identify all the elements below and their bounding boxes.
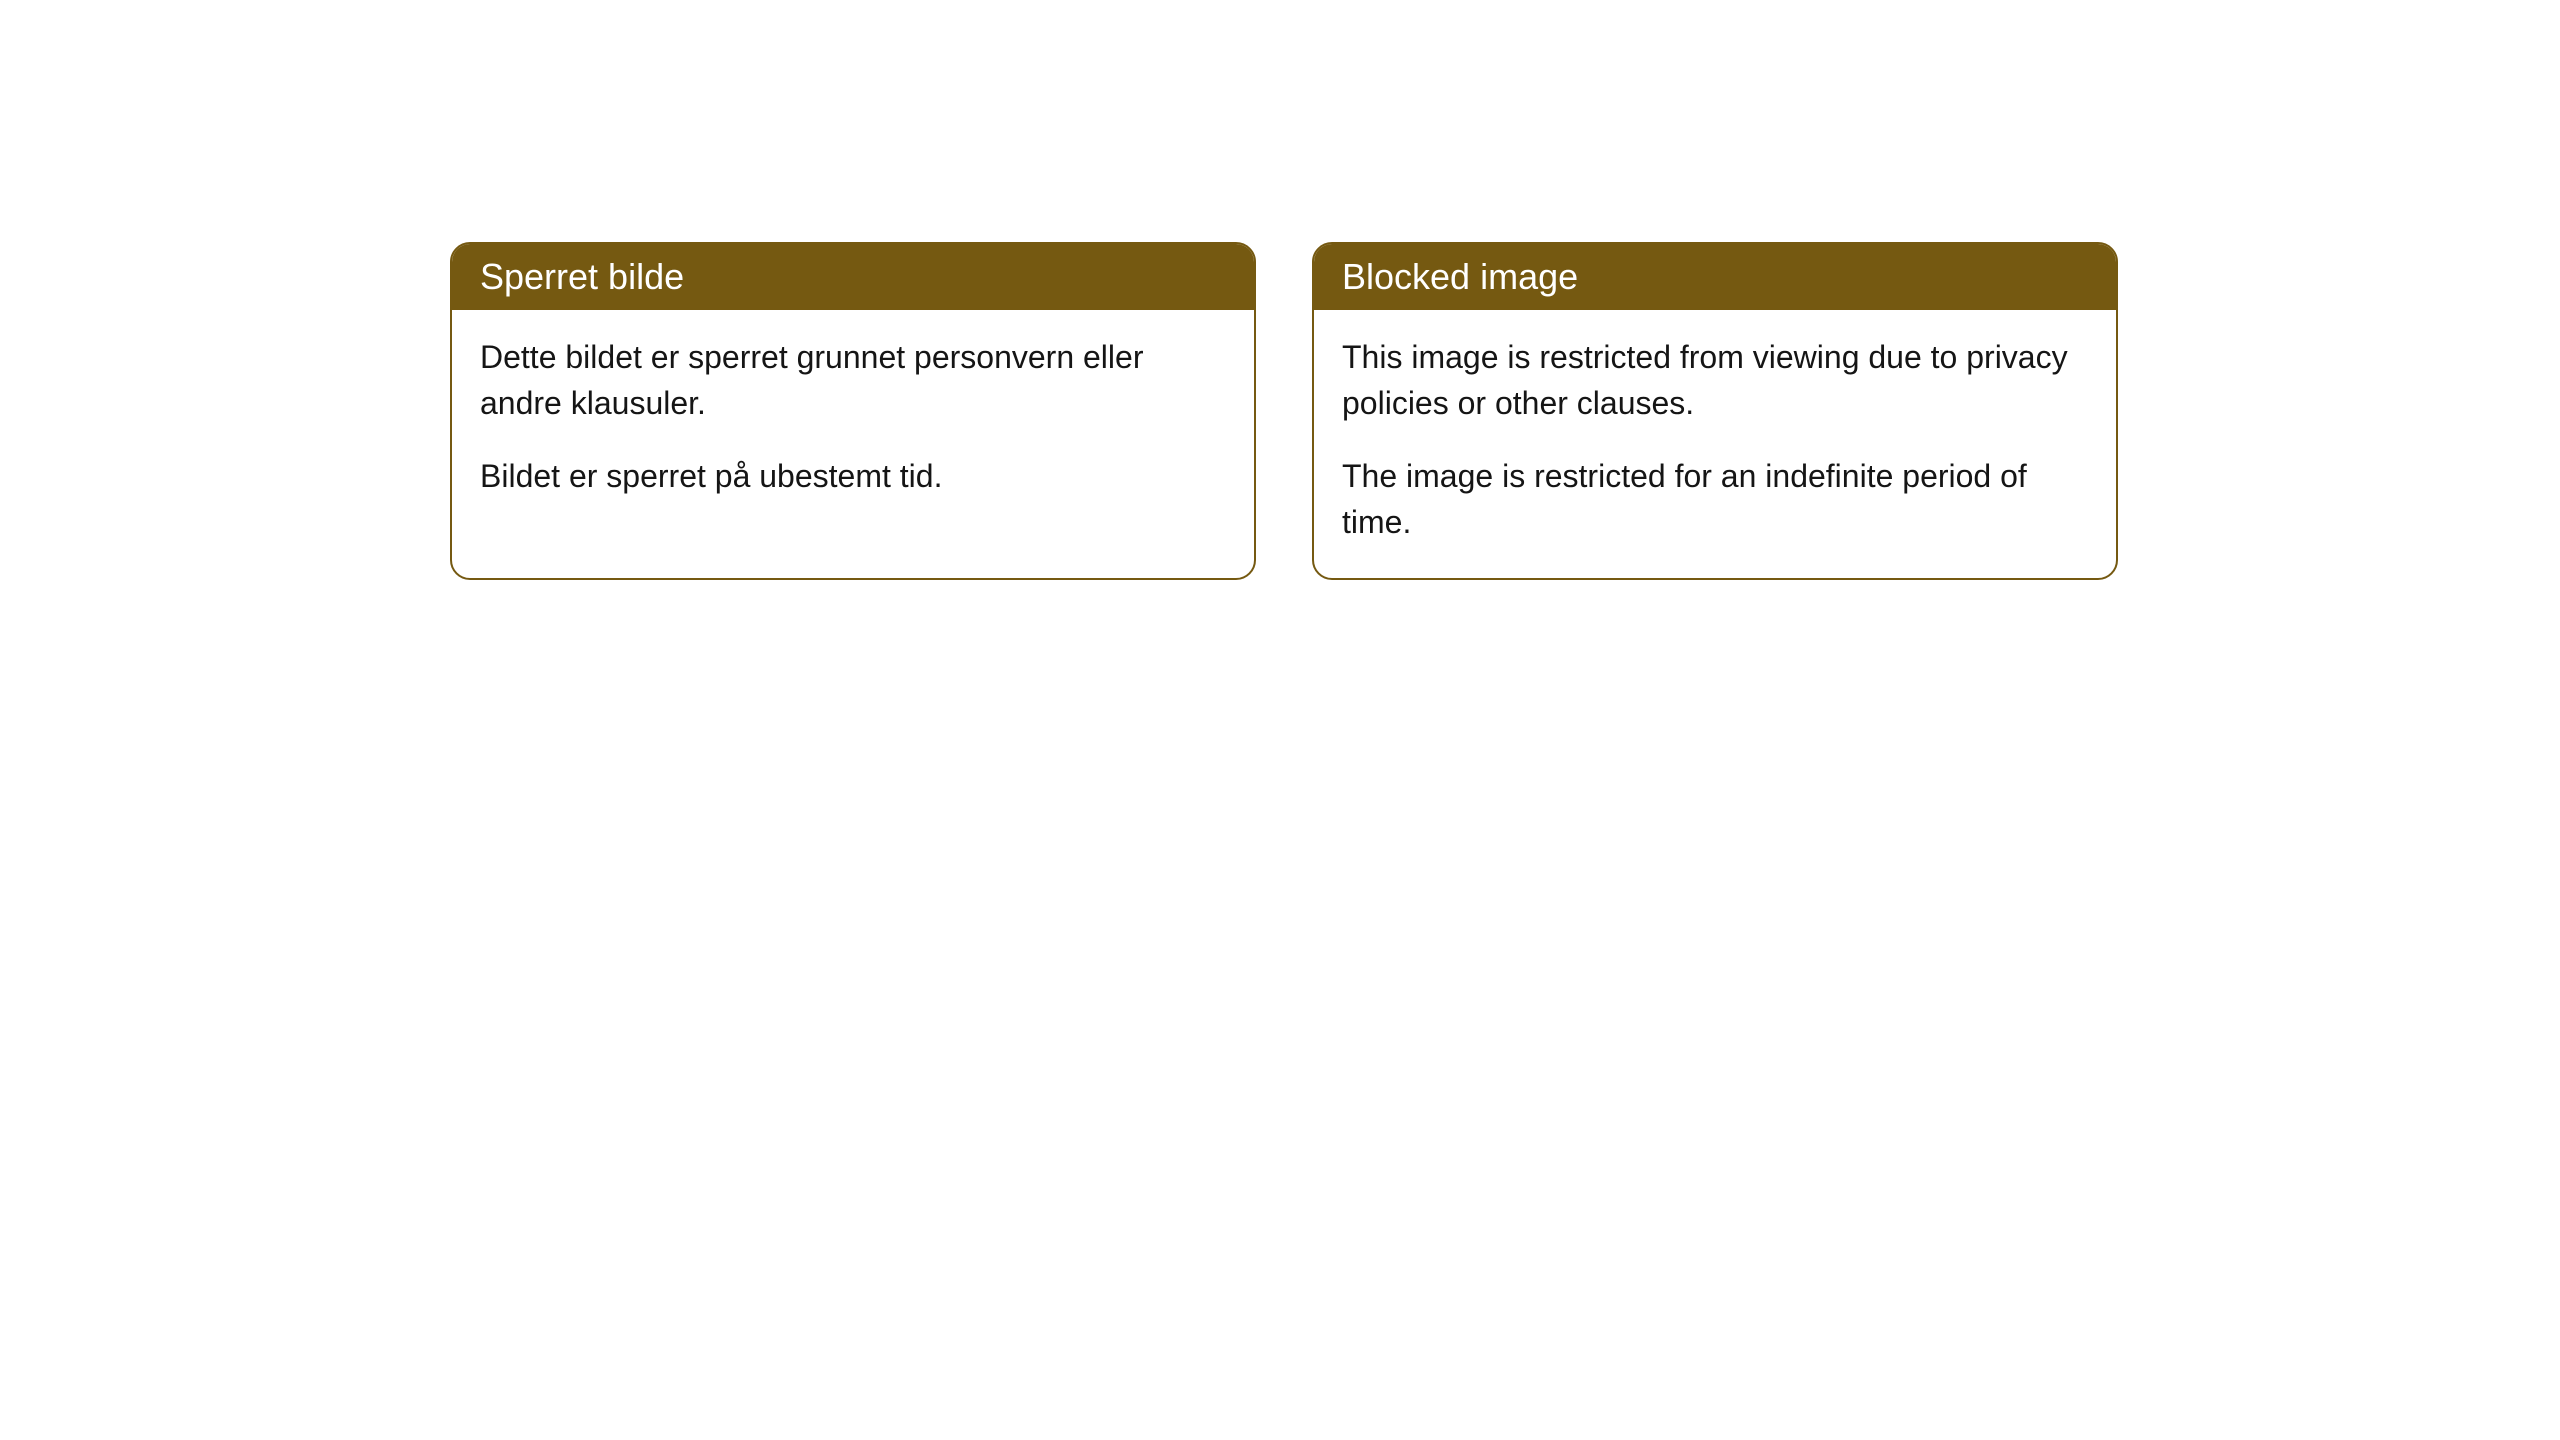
- card-title: Blocked image: [1342, 256, 1578, 297]
- notice-text-line-2: The image is restricted for an indefinit…: [1342, 453, 2088, 546]
- card-body-english: This image is restricted from viewing du…: [1314, 310, 2116, 578]
- notice-text-line-1: This image is restricted from viewing du…: [1342, 334, 2088, 427]
- notice-cards-container: Sperret bilde Dette bildet er sperret gr…: [450, 242, 2118, 580]
- notice-text-line-1: Dette bildet er sperret grunnet personve…: [480, 334, 1226, 427]
- blocked-image-notice-norwegian: Sperret bilde Dette bildet er sperret gr…: [450, 242, 1256, 580]
- notice-text-line-2: Bildet er sperret på ubestemt tid.: [480, 453, 1226, 499]
- card-title: Sperret bilde: [480, 256, 684, 297]
- card-header-norwegian: Sperret bilde: [452, 244, 1254, 310]
- blocked-image-notice-english: Blocked image This image is restricted f…: [1312, 242, 2118, 580]
- card-body-norwegian: Dette bildet er sperret grunnet personve…: [452, 310, 1254, 531]
- card-header-english: Blocked image: [1314, 244, 2116, 310]
